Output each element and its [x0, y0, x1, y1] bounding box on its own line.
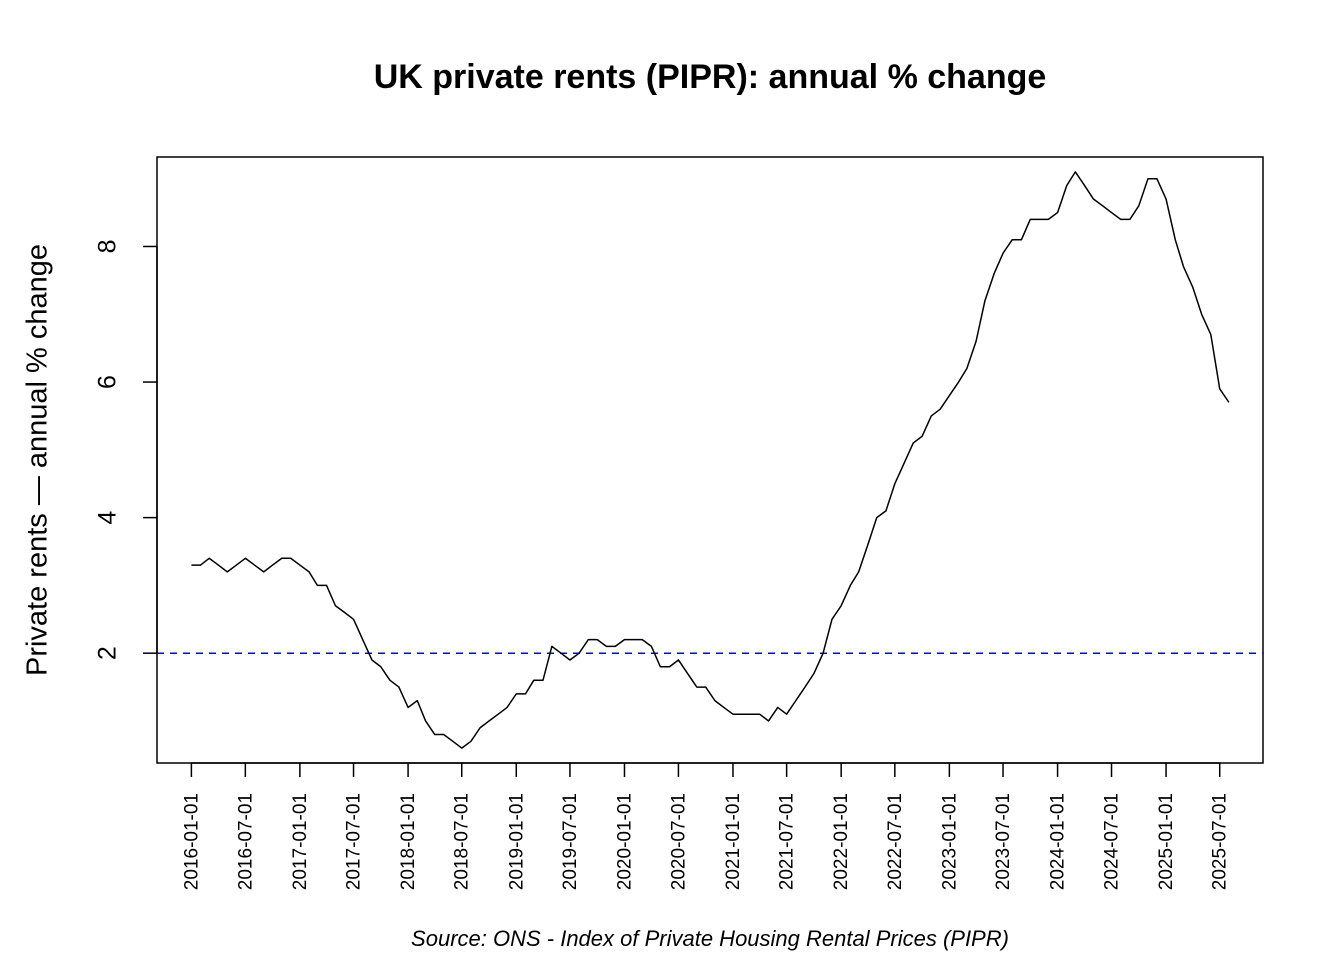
x-tick-label: 2016-01-01 — [181, 793, 202, 890]
chart-title: UK private rents (PIPR): annual % change — [373, 58, 1047, 96]
y-axis: 2 4 6 8 — [94, 240, 158, 660]
x-tick-label: 2024-01-01 — [1048, 793, 1069, 890]
x-axis: 2016-01-01 2016-07-01 2017-01-01 2017-07-01… — [181, 762, 1231, 890]
x-tick-label: 2025-07-01 — [1210, 793, 1231, 890]
x-tick-label: 2019-01-01 — [506, 793, 527, 890]
x-tick-label: 2023-07-01 — [993, 793, 1014, 890]
x-tick-label: 2021-07-01 — [777, 793, 798, 890]
y-tick-label: 8 — [94, 240, 122, 254]
series-line — [191, 171, 1230, 749]
x-tick-label: 2021-01-01 — [723, 793, 744, 890]
x-tick-label: 2016-07-01 — [235, 793, 256, 890]
source-note: Source: ONS - Index of Private Housing R… — [411, 926, 1009, 951]
x-tick-label: 2022-07-01 — [885, 793, 906, 890]
x-tick-label: 2018-01-01 — [398, 793, 419, 890]
x-tick-label: 2022-01-01 — [831, 793, 852, 890]
x-tick-label: 2025-01-01 — [1156, 793, 1177, 890]
x-tick-label: 2017-01-01 — [290, 793, 311, 890]
x-tick-label: 2018-07-01 — [452, 793, 473, 890]
plot-frame — [156, 156, 1264, 764]
y-tick-label: 6 — [94, 375, 122, 389]
x-tick-label: 2024-07-01 — [1102, 793, 1123, 890]
x-tick-label: 2020-07-01 — [668, 793, 689, 890]
x-tick-label: 2017-07-01 — [344, 793, 365, 890]
x-tick-label: 2020-01-01 — [614, 793, 635, 890]
y-tick-label: 2 — [94, 646, 122, 660]
y-tick-label: 4 — [94, 511, 122, 525]
series-layer — [191, 171, 1230, 749]
x-tick-label: 2019-07-01 — [560, 793, 581, 890]
x-tick-label: 2023-01-01 — [939, 793, 960, 890]
